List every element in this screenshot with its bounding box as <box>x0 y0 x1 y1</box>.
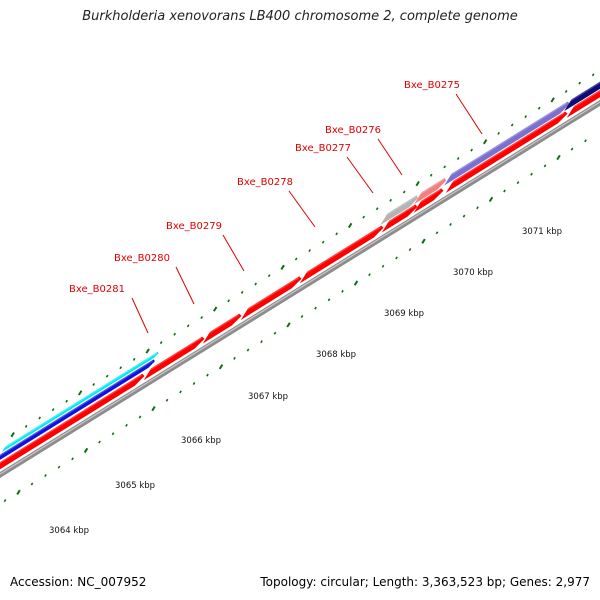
cds-feature-b0281 <box>143 336 205 381</box>
backbone <box>0 100 600 478</box>
gene-callout-bxe_b0275: Bxe_B0275 <box>404 80 483 135</box>
cds-feature-left <box>0 373 145 470</box>
topology-text: Topology: circular; Length: 3,363,523 bp… <box>260 575 590 589</box>
scale-label: 3070 kbp <box>453 268 493 278</box>
gene-callouts: Bxe_B0281 Bxe_B0280 Bxe_B0279 Bxe_B0278 Bxe_… <box>69 80 483 334</box>
feature-track <box>0 81 600 470</box>
gene-callout-bxe_b0277: Bxe_B0277 <box>295 143 374 194</box>
gene-label: Bxe_B0281 <box>69 284 125 295</box>
scale-label: 3071 kbp <box>522 227 562 237</box>
leader-line <box>131 297 149 334</box>
purple-feature <box>444 101 570 186</box>
gene-callout-bxe_b0280: Bxe_B0280 <box>114 253 195 305</box>
gene-callout-bxe_b0278: Bxe_B0278 <box>237 177 316 228</box>
light-red-feature <box>414 177 446 205</box>
grey-feature <box>380 195 418 226</box>
backbone-highlight <box>0 101 600 475</box>
cds-feature-b0280 <box>202 313 242 344</box>
leader-line <box>288 190 316 228</box>
scale-labels: 3064 kbp 3065 kbp 3066 kbp 3067 kbp 3068 kbp… <box>49 227 562 536</box>
blue-feature <box>0 359 155 460</box>
inner-tick-row <box>3 139 587 503</box>
scale-label: 3067 kbp <box>248 392 288 402</box>
scale-label: 3065 kbp <box>115 481 155 491</box>
gene-label: Bxe_B0279 <box>166 221 222 232</box>
leader-line <box>175 266 195 305</box>
navy-feature <box>564 81 600 112</box>
tick-rows <box>3 73 595 503</box>
leader-line <box>377 138 403 176</box>
cds-feature-b0275 <box>445 111 568 193</box>
map-title: Burkholderia xenovorans LB400 chromosome… <box>82 9 518 24</box>
cyan-feature <box>1 351 159 453</box>
gene-label: Bxe_B0277 <box>295 143 351 154</box>
scale-label: 3069 kbp <box>384 309 424 319</box>
scale-label: 3066 kbp <box>181 436 221 446</box>
gene-label: Bxe_B0278 <box>237 177 293 188</box>
backbone-line <box>0 100 600 478</box>
leader-line <box>455 93 483 135</box>
scale-label: 3068 kbp <box>316 350 356 360</box>
cds-feature-b0277 <box>381 204 418 233</box>
accession-text: Accession: NC_007952 <box>10 575 147 589</box>
gene-callout-bxe_b0281: Bxe_B0281 <box>69 284 149 334</box>
outer-tick-row <box>10 73 595 438</box>
gene-label: Bxe_B0276 <box>325 125 381 136</box>
scale-label: 3064 kbp <box>49 526 89 536</box>
cds-feature-b0279 <box>240 276 302 320</box>
gene-label: Bxe_B0280 <box>114 253 170 264</box>
cds-feature-b0278 <box>299 225 384 284</box>
cds-feature-b0276 <box>413 188 444 213</box>
leader-line <box>346 156 374 194</box>
gene-label: Bxe_B0275 <box>404 80 460 91</box>
leader-line <box>222 234 245 272</box>
gene-callout-bxe_b0279: Bxe_B0279 <box>166 221 245 272</box>
gene-callout-bxe_b0276: Bxe_B0276 <box>325 125 403 176</box>
